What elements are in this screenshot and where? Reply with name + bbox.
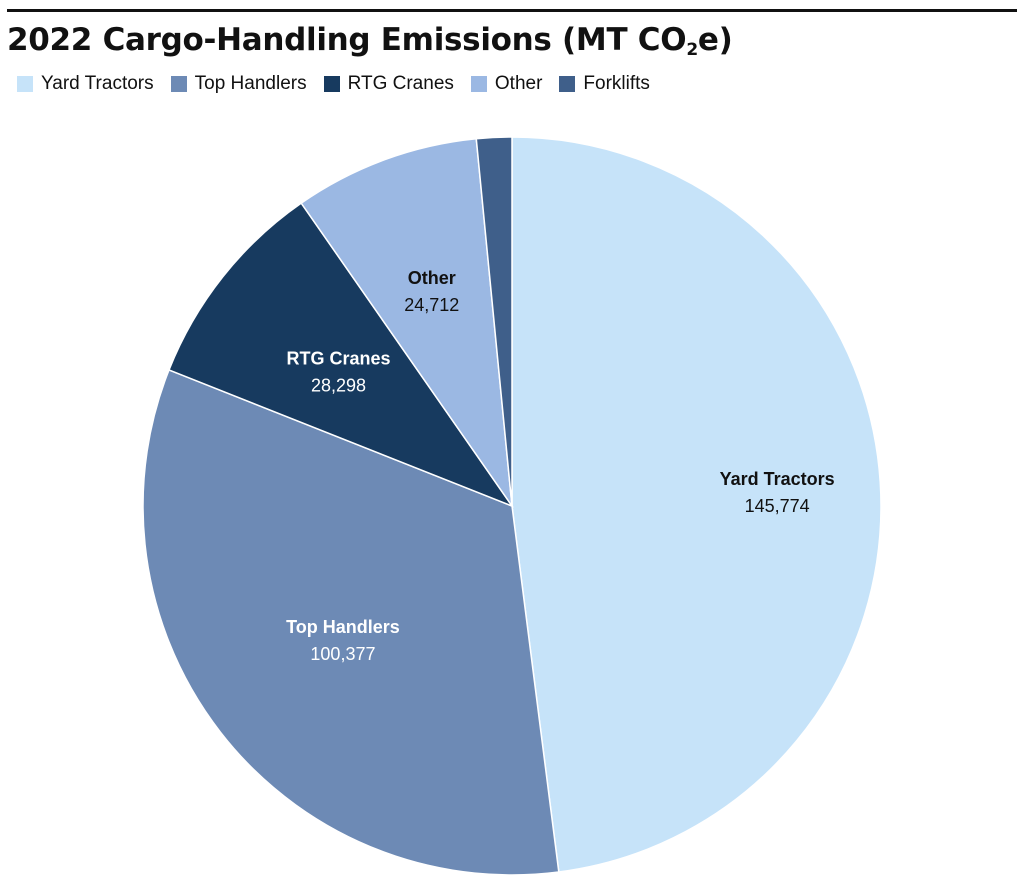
chart-title-subscript: 2 [686,40,698,60]
legend-label: RTG Cranes [347,73,454,94]
slice-label-value: 28,298 [311,375,366,395]
legend-label: Forklifts [583,73,650,94]
pie-slice-top-handlers[interactable] [142,368,560,876]
legend-swatch [559,76,576,92]
slice-label-value: 24,712 [404,295,459,315]
chart-title-main: 2022 Cargo-Handling Emissions (MT CO [7,22,687,58]
legend-item-other[interactable]: Other [470,73,543,95]
chart-title-end: e) [697,22,733,58]
pie-slice-yard-tractors[interactable] [511,136,882,873]
legend-swatch [323,76,340,92]
top-rule [7,9,1017,12]
pie-slice-forklifts[interactable] [475,136,513,507]
legend-item-yard-tractors[interactable]: Yard Tractors [17,73,154,95]
slice-label-name: Other [408,268,456,288]
pie-slice-other[interactable] [300,137,514,509]
slice-label-value: 145,774 [745,496,810,516]
legend-label: Other [494,73,543,94]
legend-label: Top Handlers [194,73,307,94]
slice-label-name: RTG Cranes [286,348,390,368]
legend-item-forklifts[interactable]: Forklifts [559,73,650,95]
chart-title: 2022 Cargo-Handling Emissions (MT CO2e) [7,22,733,60]
legend-item-top-handlers[interactable]: Top Handlers [170,73,307,95]
slice-label-value: 100,377 [310,644,375,664]
pie-slice-rtg-cranes[interactable] [168,202,515,508]
slice-label-name: Top Handlers [286,617,400,637]
legend-swatch [17,76,33,92]
legend-item-rtg-cranes[interactable]: RTG Cranes [323,73,454,95]
legend-swatch [470,76,487,92]
legend-swatch [170,76,187,92]
legend-label: Yard Tractors [41,73,154,94]
slice-label-name: Yard Tractors [720,469,835,489]
legend: Yard Tractors Top Handlers RTG Cranes Ot… [17,73,667,95]
